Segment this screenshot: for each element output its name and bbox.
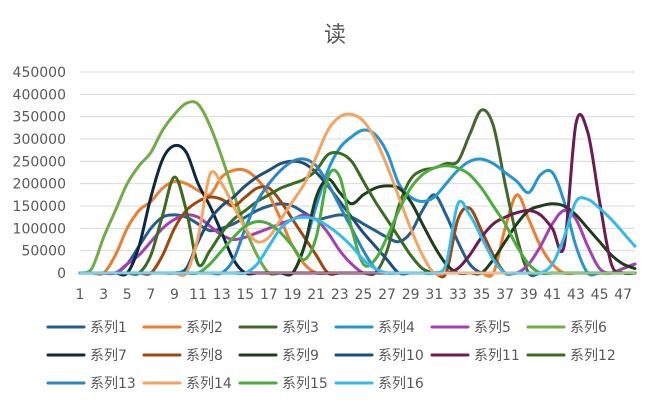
legend-item: 系列5 <box>430 320 511 336</box>
x-tick-label: 43 <box>567 287 585 303</box>
legend-item: 系列10 <box>334 348 424 364</box>
legend-label: 系列3 <box>282 320 319 336</box>
legend: 系列1 系列2 系列3 系列4 系列5 系列6 系列7 系列8 系列9 系列10 系列11 系列12 系… <box>46 320 616 392</box>
x-tick-label: 27 <box>378 287 396 303</box>
y-tick-label: 450000 <box>13 65 66 81</box>
x-tick-label: 3 <box>99 287 108 303</box>
y-tick-label: 50000 <box>21 244 66 260</box>
x-tick-label: 21 <box>307 287 325 303</box>
series-line <box>78 208 637 276</box>
x-tick-label: 47 <box>614 287 632 303</box>
x-tick-label: 25 <box>354 287 372 303</box>
legend-label: 系列10 <box>378 348 424 364</box>
x-tick-label: 33 <box>449 287 467 303</box>
legend-item: 系列15 <box>238 376 328 392</box>
legend-label: 系列16 <box>378 376 424 392</box>
x-tick-label: 13 <box>213 287 231 303</box>
legend-item: 系列1 <box>46 320 127 336</box>
legend-item: 系列13 <box>46 376 136 392</box>
x-tick-label: 5 <box>123 287 132 303</box>
y-tick-label: 400000 <box>13 87 66 103</box>
y-tick-label: 150000 <box>13 199 66 215</box>
legend-label: 系列4 <box>378 320 415 336</box>
legend-label: 系列8 <box>186 348 223 364</box>
x-tick-label: 1 <box>76 287 85 303</box>
y-tick-label: 0 <box>57 266 66 282</box>
legend-item: 系列3 <box>238 320 319 336</box>
x-tick-label: 39 <box>520 287 538 303</box>
x-tick-label: 35 <box>473 287 491 303</box>
y-tick-label: 200000 <box>13 177 66 193</box>
x-axis-tick-labels: 1 3 5 7 9 11 13 15 17 19 21 23 25 27 29 31 33 35 37 39 41 43 4… <box>76 287 633 303</box>
y-axis-tick-labels: 0 50000 100000 150000 200000 250000 300000 3500… <box>13 65 66 282</box>
legend-item: 系列6 <box>526 320 607 336</box>
x-tick-label: 7 <box>146 287 155 303</box>
x-tick-label: 9 <box>170 287 179 303</box>
x-tick-label: 19 <box>284 287 302 303</box>
legend-item: 系列9 <box>238 348 319 364</box>
legend-item: 系列4 <box>334 320 415 336</box>
legend-label: 系列7 <box>90 348 127 364</box>
legend-item: 系列7 <box>46 348 127 364</box>
y-tick-label: 300000 <box>13 132 66 148</box>
legend-label: 系列14 <box>186 376 232 392</box>
x-tick-label: 15 <box>236 287 254 303</box>
legend-label: 系列9 <box>282 348 319 364</box>
legend-item: 系列8 <box>142 348 223 364</box>
x-tick-label: 29 <box>402 287 420 303</box>
legend-item: 系列16 <box>334 376 424 392</box>
x-tick-label: 17 <box>260 287 278 303</box>
x-tick-label: 37 <box>496 287 514 303</box>
legend-label: 系列5 <box>474 320 511 336</box>
x-tick-label: 23 <box>331 287 349 303</box>
legend-item: 系列2 <box>142 320 223 336</box>
legend-label: 系列13 <box>90 376 136 392</box>
y-tick-label: 250000 <box>13 154 66 170</box>
legend-item: 系列12 <box>526 348 616 364</box>
x-tick-label: 41 <box>543 287 561 303</box>
x-tick-label: 31 <box>425 287 443 303</box>
legend-label: 系列11 <box>474 348 520 364</box>
chart-title: 读 <box>324 23 346 48</box>
x-tick-label: 11 <box>189 287 207 303</box>
y-tick-label: 100000 <box>13 221 66 237</box>
legend-label: 系列2 <box>186 320 223 336</box>
legend-item: 系列11 <box>430 348 520 364</box>
x-tick-label: 45 <box>591 287 609 303</box>
legend-label: 系列12 <box>570 348 616 364</box>
legend-label: 系列6 <box>570 320 607 336</box>
legend-label: 系列15 <box>282 376 328 392</box>
legend-label: 系列1 <box>90 320 127 336</box>
y-tick-label: 350000 <box>13 110 66 126</box>
legend-item: 系列14 <box>142 376 232 392</box>
